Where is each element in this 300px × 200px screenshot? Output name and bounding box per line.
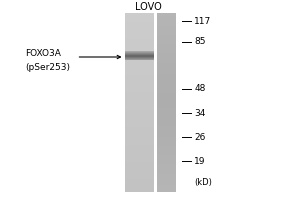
Text: FOXO3A: FOXO3A [26, 49, 62, 58]
Text: (kD): (kD) [194, 178, 212, 186]
Text: 26: 26 [194, 132, 206, 142]
Text: 48: 48 [194, 84, 206, 93]
Text: 85: 85 [194, 38, 206, 46]
Text: 117: 117 [194, 17, 211, 25]
Text: LOVO: LOVO [135, 2, 162, 12]
Text: (pSer253): (pSer253) [26, 62, 70, 72]
Text: 19: 19 [194, 156, 206, 166]
Text: 34: 34 [194, 108, 206, 117]
